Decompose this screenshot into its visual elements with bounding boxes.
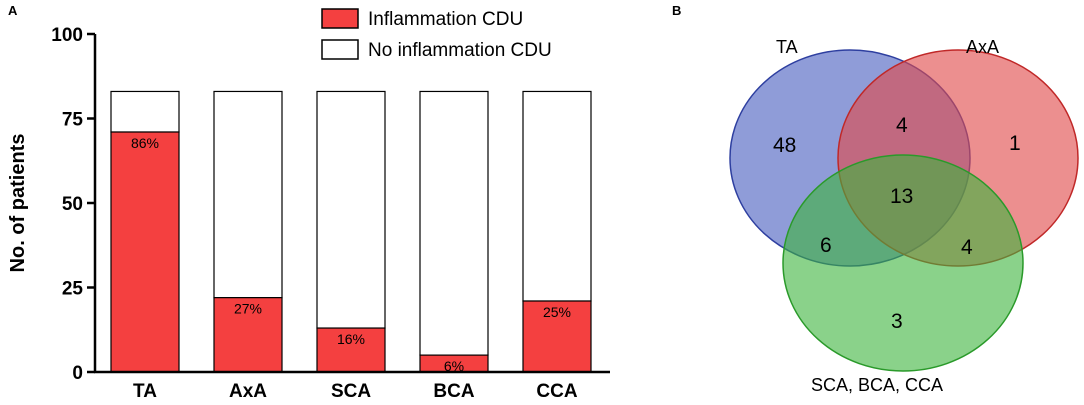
y-tick-label: 25: [62, 279, 84, 300]
x-category-label-cca: CCA: [536, 381, 577, 402]
bar-data-labels: 86% 27% 16% 6% 25%: [131, 135, 571, 374]
panel-b-label: B: [672, 3, 681, 18]
data-label-cca: 25%: [543, 304, 571, 320]
y-axis-ticks: 0 25 50 75 100: [51, 25, 95, 384]
bar-no-inflammation-sca: [316, 90, 386, 329]
bar-no-inflammation-cca: [522, 90, 592, 302]
venn-count-ta-axa: 4: [896, 114, 908, 137]
venn-count-axa-only: 1: [1009, 132, 1021, 155]
bar-inflammation-axa: [213, 297, 283, 373]
venn-label-ta: TA: [776, 37, 798, 57]
venn-count-ta-only: 48: [773, 134, 796, 157]
data-label-sca: 16%: [337, 331, 365, 347]
panel-a-bar-chart: A 0 25 50 75 100 86% 27% 16% 6% 25% TA AxA SCA BCA C…: [7, 3, 610, 402]
venn-count-all-three: 13: [890, 185, 913, 208]
panel-a-label: A: [8, 3, 18, 18]
bar-no-inflammation-axa: [213, 90, 283, 299]
data-label-ta: 86%: [131, 135, 159, 151]
legend-swatch-inflammation: [321, 8, 359, 29]
data-label-axa: 27%: [234, 301, 262, 317]
x-category-label-axa: AxA: [229, 381, 267, 402]
y-tick-label: 75: [62, 110, 84, 131]
x-category-label-ta: TA: [133, 381, 157, 402]
venn-count-axa-other: 4: [961, 236, 973, 259]
legend-label-inflammation: Inflammation CDU: [368, 9, 523, 30]
venn-label-sca-bca-cca: SCA, BCA, CCA: [811, 375, 943, 395]
venn-count-other-only: 3: [891, 310, 903, 333]
legend-swatch-no-inflammation: [321, 39, 359, 60]
y-axis-title: No. of patients: [7, 134, 29, 273]
data-label-bca: 6%: [444, 358, 464, 374]
bar-no-inflammation-bca: [419, 90, 489, 356]
bar-series: [110, 90, 592, 373]
panel-b-venn-diagram: B TA AxA SCA, BCA, CCA 48 1 3 4 6 4 13: [672, 3, 1079, 395]
bar-inflammation-cca: [522, 300, 592, 373]
legend: Inflammation CDU No inflammation CDU: [321, 8, 552, 61]
y-tick-label: 0: [72, 363, 83, 384]
venn-circle-sca-bca-cca: [782, 154, 1024, 372]
legend-label-no-inflammation: No inflammation CDU: [368, 40, 552, 61]
x-category-label-sca: SCA: [331, 381, 371, 402]
bar-inflammation-ta: [110, 131, 180, 373]
y-tick-label: 50: [62, 194, 83, 215]
bar-no-inflammation-ta: [110, 90, 180, 133]
x-category-label-bca: BCA: [433, 381, 474, 402]
venn-label-axa: AxA: [966, 37, 999, 57]
x-axis-category-labels: TA AxA SCA BCA CCA: [133, 381, 578, 402]
y-tick-label: 100: [51, 25, 83, 46]
venn-count-ta-other: 6: [820, 234, 832, 257]
